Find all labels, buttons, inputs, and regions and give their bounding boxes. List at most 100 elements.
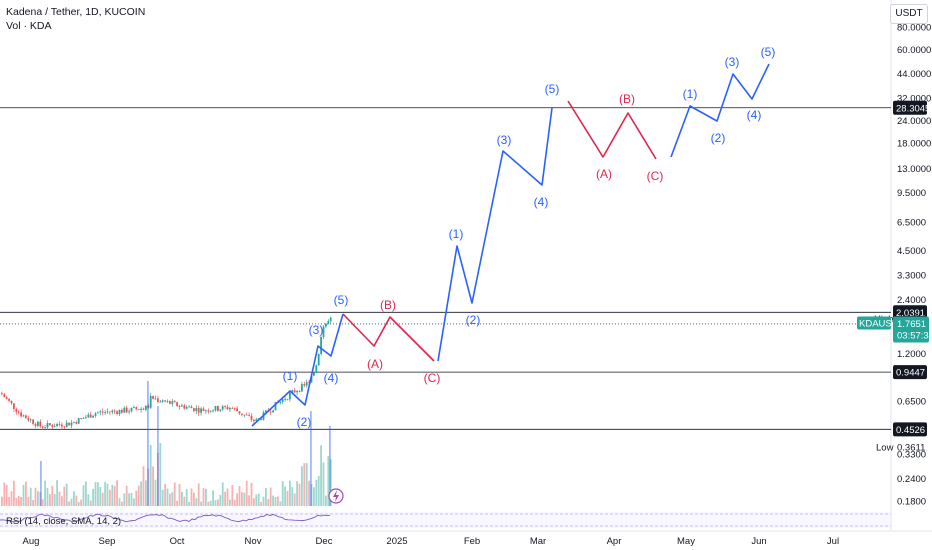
candle-body — [46, 423, 49, 428]
candle-body — [37, 421, 39, 426]
candle-body — [281, 399, 284, 402]
candle-body — [89, 414, 92, 418]
y-tick-label: 44.0000 — [897, 69, 931, 80]
volume-bar — [130, 492, 133, 506]
wave-label: (A) — [596, 167, 612, 181]
volume-bar — [250, 482, 253, 506]
volume-bar — [17, 495, 20, 506]
candle-body — [87, 414, 90, 418]
volume-bar — [183, 496, 186, 506]
x-tick-label: Jul — [827, 536, 839, 547]
volume-bar — [161, 489, 164, 506]
candle-body — [3, 394, 6, 398]
volume-bar — [70, 498, 73, 506]
x-tick-label: May — [677, 536, 695, 547]
candle-body — [10, 400, 13, 404]
volume-bar — [322, 462, 325, 506]
candle-body — [265, 410, 267, 413]
candle-body — [226, 406, 229, 410]
impulse-wave-line — [670, 63, 770, 158]
candle-body — [255, 419, 258, 421]
candle-body — [169, 400, 171, 404]
volume-bar — [178, 484, 181, 506]
volume-bar — [176, 500, 178, 506]
volume-bar — [22, 484, 25, 506]
candle-body — [197, 408, 200, 413]
volume-bar — [118, 498, 121, 506]
wave-label: (4) — [324, 371, 339, 385]
candle-body — [113, 410, 116, 412]
candle-body — [303, 384, 306, 386]
volume-bar — [20, 496, 22, 506]
volume-bar — [262, 496, 265, 506]
candle-body — [221, 406, 224, 410]
y-tick-label: 2.4000 — [897, 295, 926, 306]
candle-body — [202, 408, 205, 411]
candle-body — [181, 405, 183, 407]
volume-bar — [111, 484, 114, 506]
candle-body — [231, 407, 234, 409]
wave-label: (2) — [711, 131, 726, 145]
candle-body — [178, 406, 181, 407]
volume-bar — [305, 463, 308, 506]
volume-bar — [229, 499, 231, 506]
candle-body — [92, 415, 94, 418]
candle-body — [171, 401, 174, 404]
y-tick-label: 4.5000 — [897, 246, 926, 257]
volume-bar — [39, 492, 42, 506]
volume-bar — [171, 492, 174, 506]
candle-body — [200, 408, 202, 413]
y-tick-label: 0.1800 — [897, 497, 926, 508]
candle-body — [128, 411, 130, 413]
candle-body — [325, 323, 327, 327]
volume-bar — [116, 480, 118, 506]
wave-label: (4) — [534, 195, 549, 209]
x-tick-label: Mar — [530, 536, 546, 547]
volume-bar — [185, 489, 188, 506]
wave-label: (3) — [309, 323, 324, 337]
volume-bar — [159, 443, 162, 506]
volume-bar — [214, 500, 217, 506]
candle-body — [188, 406, 190, 408]
candle-body — [315, 365, 318, 373]
volume-bar — [253, 498, 255, 506]
candle-body — [161, 400, 164, 402]
candle-body — [99, 411, 102, 413]
candle-body — [27, 418, 30, 421]
candle-body — [111, 410, 114, 413]
volume-bar — [166, 488, 169, 506]
candle-body — [116, 411, 118, 414]
candle-body — [327, 321, 330, 324]
volume-bar — [260, 501, 262, 506]
candle-body — [149, 395, 152, 408]
volume-bar — [147, 381, 149, 506]
volume-bar — [284, 486, 286, 506]
candle-body — [63, 426, 66, 428]
candle-body — [164, 400, 166, 402]
y-tick-label: 0.2400 — [897, 474, 926, 485]
candle-body — [20, 412, 22, 417]
volume-bar — [44, 480, 46, 506]
correction-wave-line — [567, 100, 657, 160]
candle-body — [34, 423, 37, 426]
x-tick-label: Feb — [464, 536, 480, 547]
volume-bar — [327, 456, 330, 506]
wave-label: (B) — [619, 92, 635, 106]
volume-bar — [236, 493, 238, 506]
wave-label: (5) — [334, 293, 349, 307]
candle-body — [80, 418, 82, 419]
x-tick-label: 2025 — [386, 536, 407, 547]
volume-bar — [32, 500, 34, 506]
currency-button[interactable]: USDT — [890, 4, 928, 24]
candle-body — [272, 410, 274, 413]
candle-body — [205, 410, 207, 412]
volume-bar — [329, 426, 331, 506]
candle-body — [241, 413, 243, 415]
volume-bar — [135, 490, 138, 506]
impulse-wave-line — [437, 107, 553, 362]
candle-body — [291, 390, 294, 393]
correction-wave-line — [342, 313, 435, 362]
volume-bar — [289, 480, 291, 506]
lightning-bolt-icon — [333, 490, 339, 502]
